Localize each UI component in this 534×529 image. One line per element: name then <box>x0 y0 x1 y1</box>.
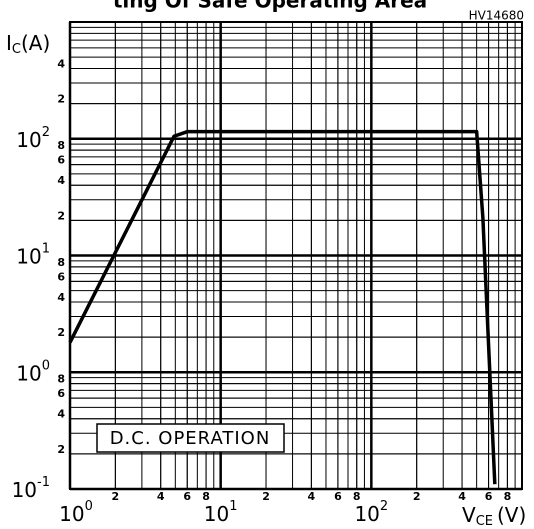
y-label-main: I <box>6 31 12 55</box>
y-label-unit: (A) <box>21 31 50 55</box>
x-tick-label: 2 <box>262 490 270 503</box>
y-tick-label: 4 <box>57 174 65 187</box>
tick-exponent: 2 <box>380 499 388 514</box>
tick-exponent: 1 <box>42 241 50 256</box>
y-tick-label: 4 <box>57 408 65 421</box>
x-label-main: V <box>462 503 476 527</box>
y-tick-label: 2 <box>57 93 65 106</box>
x-tick-label: 2 <box>112 490 120 503</box>
x-label-unit: (V) <box>497 503 526 527</box>
x-tick-label: 4 <box>458 490 466 503</box>
y-label-sub: C <box>12 42 21 57</box>
annotation-box <box>96 423 285 453</box>
tick-exponent: 2 <box>42 124 50 139</box>
x-tick-label: 8 <box>353 490 361 503</box>
tick-base: 10 <box>16 361 41 385</box>
tick-base: 10 <box>204 502 229 526</box>
x-tick-label: 6 <box>485 490 493 503</box>
tick-base: 10 <box>16 127 41 151</box>
x-tick-label: 2 <box>413 490 421 503</box>
tick-exponent: 0 <box>42 358 50 373</box>
x-tick-label: 6 <box>183 490 191 503</box>
y-tick-label: 6 <box>57 270 65 283</box>
x-tick-label: 101 <box>204 499 238 526</box>
x-axis-label: VCE (V) <box>462 503 526 529</box>
x-tick-label: 102 <box>354 499 388 526</box>
tick-base: 10 <box>59 502 84 526</box>
y-tick-label: 8 <box>57 373 65 386</box>
y-tick-label: 2 <box>57 209 65 222</box>
x-tick-label: 6 <box>334 490 342 503</box>
y-tick-label: 101 <box>16 241 50 268</box>
y-tick-label: 100 <box>16 358 50 385</box>
y-tick-label: 102 <box>16 124 50 151</box>
grid <box>68 21 523 491</box>
y-tick-label: 10-1 <box>12 475 50 502</box>
x-tick-label: 4 <box>308 490 316 503</box>
y-tick-label: 6 <box>57 387 65 400</box>
y-tick-label: 2 <box>57 443 65 456</box>
y-tick-label: 8 <box>57 139 65 152</box>
y-axis-label: IC(A) <box>6 31 50 57</box>
x-tick-label: 100 <box>59 499 93 526</box>
annotation: D.C. OPERATION <box>110 428 271 449</box>
x-tick-label: 8 <box>504 490 512 503</box>
y-tick-label: 8 <box>57 256 65 269</box>
y-tick-label: 4 <box>57 57 65 70</box>
y-tick-label: 2 <box>57 326 65 339</box>
x-tick-label: 4 <box>157 490 165 503</box>
x-tick-label: 8 <box>202 490 210 503</box>
y-tick-label: 6 <box>57 154 65 167</box>
plot-frame <box>69 21 523 490</box>
curve <box>68 129 497 485</box>
tick-base: 10 <box>354 502 379 526</box>
x-label-sub: CE <box>476 514 493 529</box>
tick-exponent: 1 <box>229 499 237 514</box>
tick-base: 10 <box>16 244 41 268</box>
tick-base: 10 <box>12 478 37 502</box>
tick-exponent: 0 <box>85 499 93 514</box>
tick-exponent: -1 <box>37 475 50 490</box>
chart-code: HV14680 <box>469 9 524 23</box>
y-tick-label: 4 <box>57 291 65 304</box>
chart-title: ting Of Safe Operating Area <box>113 0 427 13</box>
